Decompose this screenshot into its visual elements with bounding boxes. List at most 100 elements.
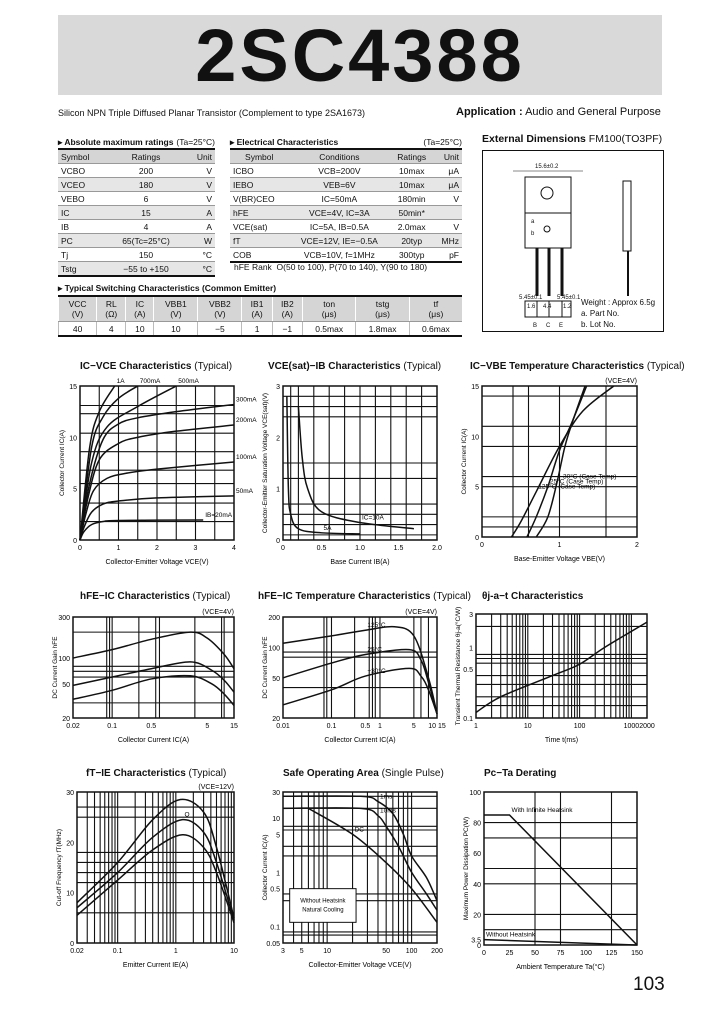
x-tick-label: 50	[531, 950, 539, 957]
x-tick-label: 1.5	[394, 545, 404, 552]
series-line	[79, 385, 177, 541]
series-label: 1A	[117, 378, 126, 385]
series-line	[282, 648, 438, 715]
x-tick-label: 5	[300, 948, 304, 955]
series-line	[79, 495, 235, 541]
chart-svg: 0 0.5 1.0 1.5 2.0 0 1 2 3 Base Current IB(A) Colle…	[262, 384, 442, 566]
x-tick-label: 3	[194, 545, 198, 552]
svg-text:b: b	[531, 231, 535, 237]
cell: −5	[197, 321, 242, 337]
svg-text:C: C	[546, 323, 551, 329]
x-tick-label: 2	[635, 542, 639, 549]
chart-condition: (VCE=4V)	[405, 609, 437, 616]
y-tick-label: 0	[70, 941, 74, 948]
series-label: With Infinite Heatsink	[512, 807, 574, 814]
note-box	[289, 888, 357, 923]
x-tick-label: 4	[232, 545, 236, 552]
plot-frame	[481, 385, 638, 538]
x-tick-label: 0.5	[317, 545, 327, 552]
y-tick-label: 10	[66, 891, 74, 898]
y-axis-label: DC Current Gain hFE	[262, 636, 269, 699]
y-tick-label: 3.5	[471, 938, 481, 945]
y-tick-label: 10	[69, 435, 77, 442]
x-tick-label: 0	[480, 542, 484, 549]
cell: 1	[241, 321, 273, 337]
column-header: tstg (μs)	[355, 295, 410, 322]
chart-title: hFE−IC Characteristics (Typical)	[80, 591, 231, 602]
chart-plot: 0 0.5 1.0 1.5 2.0 0 1 2 3 Base Current IB(A) Colle…	[262, 384, 442, 566]
plot-frame	[282, 616, 438, 719]
y-axis-label: Collector Current IC(A)	[59, 430, 66, 496]
x-tick-label: 0	[281, 545, 285, 552]
x-tick-label: 200	[431, 948, 443, 955]
cell: 10	[153, 321, 198, 337]
chart-svg: 0 1 2 3 4 0 5 10 15 Collector-Emitter Voltage VCE…	[59, 378, 257, 566]
y-tick-label: 15	[471, 384, 479, 391]
y-axis-label: Transient Thermal Resistance θj-a(°C/W)	[454, 607, 462, 726]
y-tick-label: 50	[62, 682, 70, 689]
x-tick-label: 25	[506, 950, 514, 957]
y-tick-label: 20	[62, 716, 70, 723]
y-tick-label: 100	[58, 656, 70, 663]
series-label: 5A	[324, 525, 333, 532]
chart-svg: 1 10 100 1000 2000 0.1 0.5 1 3 Time t(ms) Transien…	[454, 607, 655, 744]
series-label: O	[184, 812, 189, 819]
series-label: 25°C	[367, 646, 382, 654]
y-tick-label: 1	[469, 646, 473, 653]
column-header: IB1 (A)	[241, 295, 273, 322]
chart-plot: 0 1 2 3 4 0 5 10 15 Collector-Emitter Voltage VCE…	[59, 378, 257, 566]
chart-title: Pc−Ta Derating	[484, 768, 557, 779]
chart-plot: 0 25 50 75 100 125 150 0 3.5 20 40 60 80 100 Ambient T…	[463, 790, 643, 971]
column-header: RL (Ω)	[96, 295, 126, 322]
x-tick-label: 1	[378, 723, 382, 730]
cell: 10	[125, 321, 154, 337]
series-line	[535, 385, 586, 538]
table-row: IEBO VEB=6V 10max μA	[230, 177, 462, 192]
x-tick-label: 1.0	[355, 545, 365, 552]
x-tick-label: 0.5	[361, 723, 371, 730]
y-tick-label: 15	[69, 384, 77, 391]
series-label: 50mA	[236, 488, 254, 495]
x-tick-label: 1	[117, 545, 121, 552]
dim-width: 15.6±0.2	[535, 164, 559, 170]
x-tick-label: 100	[580, 950, 592, 957]
chart-plot: 3 5 10 50 100 200 0.05 0.1 0.5 1 5 10 30 Collector-Em…	[262, 790, 443, 969]
part-number: 2SC4388	[195, 13, 525, 97]
switching-title: ▸ Typical Switching Characteristics (Com…	[58, 283, 277, 293]
x-tick-label: 100	[406, 948, 418, 955]
table-row: IC 15 A	[58, 205, 215, 220]
series-line	[282, 625, 438, 714]
chart-title: VCE(sat)−IB Characteristics (Typical)	[268, 361, 442, 372]
svg-text:E: E	[559, 323, 563, 329]
chart-svg: 0 25 50 75 100 125 150 03.5 20 40 60 80 100 Ambient T…	[463, 790, 643, 971]
y-tick-label: 60	[473, 851, 481, 858]
cell: 4	[96, 321, 126, 337]
table-row: PC 65(Tc=25°C) W	[58, 233, 215, 248]
y-tick-label: 0.5	[270, 887, 280, 894]
dimensions-title: External Dimensions FM100(TO3PF)	[482, 133, 663, 145]
y-tick-label: 3	[469, 612, 473, 619]
x-tick-label: 0	[78, 545, 82, 552]
svg-text:a: a	[531, 219, 535, 225]
series-line	[475, 621, 648, 714]
svg-text:1.6: 1.6	[527, 304, 536, 310]
application: Application : Audio and General Purpose	[456, 106, 661, 118]
x-tick-label: 10	[323, 948, 331, 955]
x-tick-label: 10	[524, 723, 532, 730]
x-tick-label: 1	[174, 948, 178, 955]
chart-svg: 3 5 10 50 100 200 0.05 0.1 0.5 1 5 10 30 Collector-Em…	[262, 790, 443, 969]
y-tick-label: 50	[272, 676, 280, 683]
series-line	[282, 807, 438, 911]
y-axis-label: DC Current Gain hFE	[52, 636, 59, 699]
plot-frame	[282, 791, 438, 944]
note-text: Natural Cooling	[302, 908, 343, 914]
x-axis-label: Collector-Emitter Voltage VCE(V)	[105, 559, 208, 566]
chart-plot: 0.02 0.1 1 10 0 10 20 30 Emitter Current IE(A) Cu…	[56, 784, 238, 969]
table-row: V(BR)CEO IC=50mA 180min V	[230, 191, 462, 206]
x-tick-label: 1	[558, 542, 562, 549]
y-tick-label: 20	[66, 840, 74, 847]
chart-title: θj-a−t Characteristics	[482, 591, 584, 602]
y-tick-label: 5	[276, 832, 280, 839]
svg-text:B: B	[533, 323, 537, 329]
y-tick-label: 1	[276, 870, 280, 877]
